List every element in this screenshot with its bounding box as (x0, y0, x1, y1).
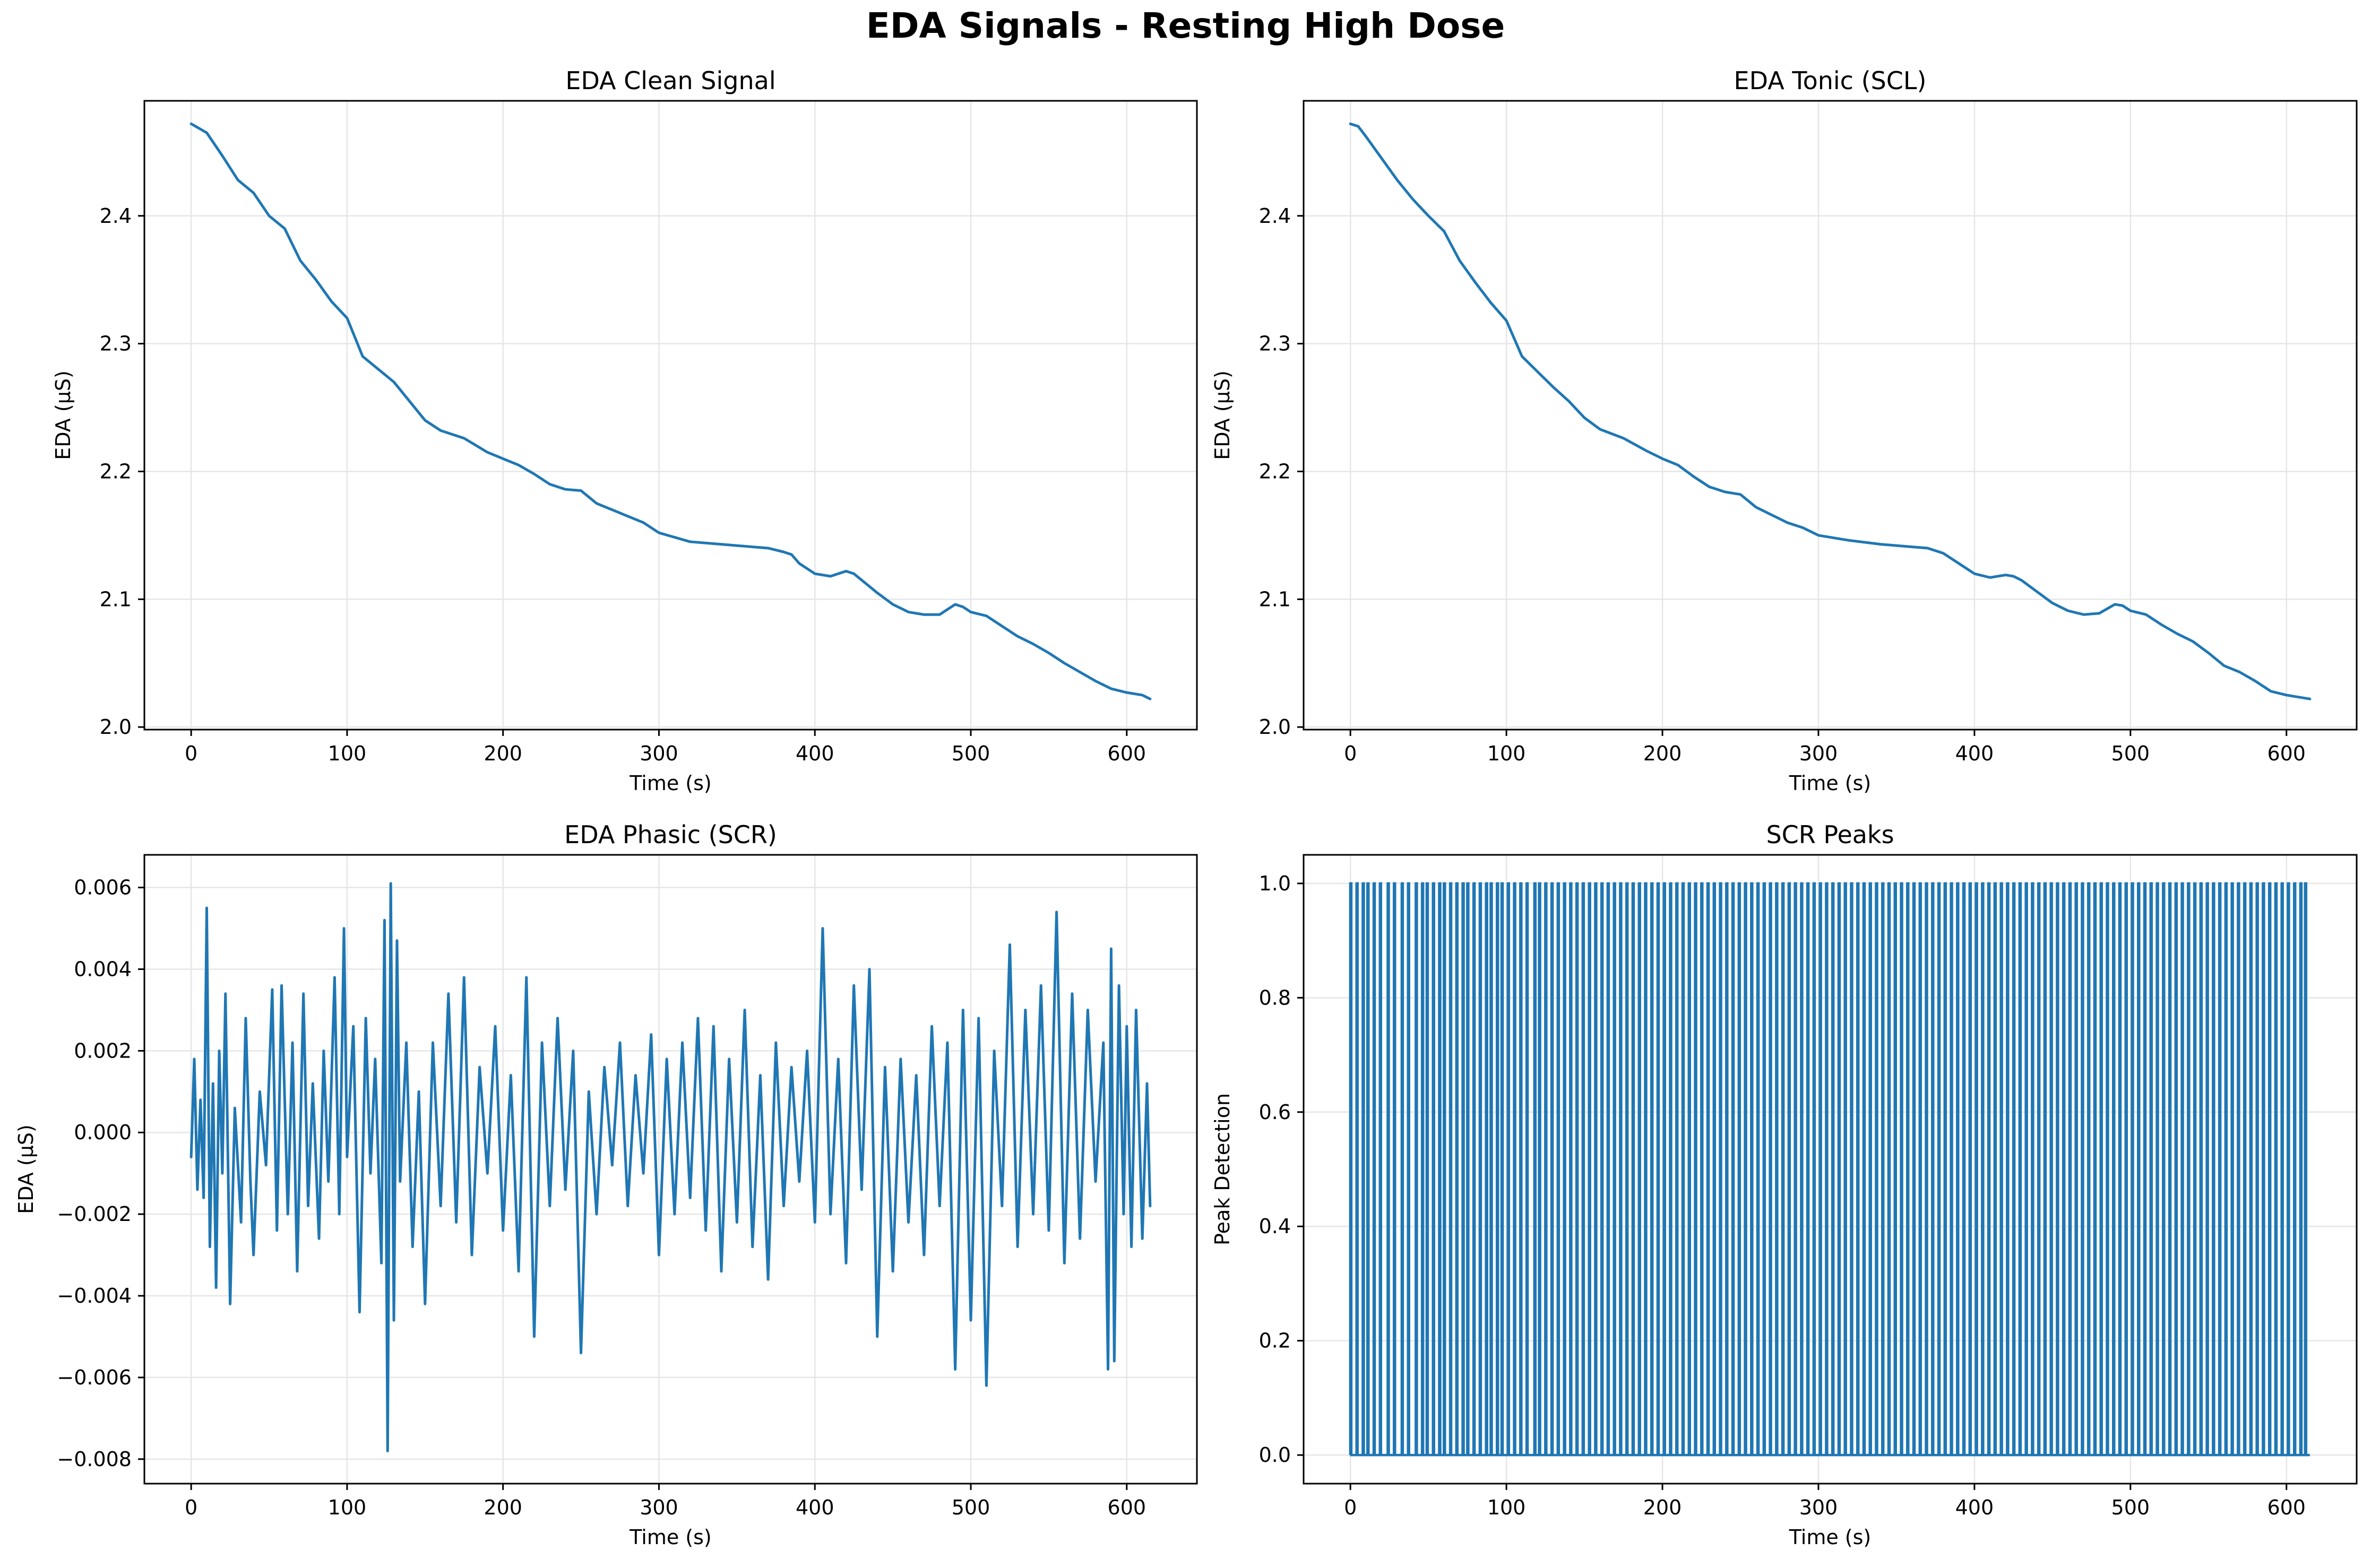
chart3-xtick-label-6: 600 (1108, 1496, 1146, 1519)
chart1-xtick-label-0: 0 (185, 742, 197, 765)
chart1-ytick-label-1: 2.1 (100, 587, 132, 611)
chart3-xtick-label-1: 100 (328, 1496, 367, 1519)
chart1-title: EDA Clean Signal (565, 66, 775, 95)
chart1-ylabel: EDA (µS) (51, 370, 75, 460)
chart4-xtick-label-2: 200 (1643, 1496, 1682, 1519)
chart3-ytick-label-1: −0.006 (57, 1366, 132, 1389)
chart1-ytick-label-4: 2.4 (100, 204, 132, 228)
chart1-series-line (189, 122, 1152, 700)
chart1-ytick-label-3: 2.3 (100, 332, 132, 356)
chart1-xtick-label-3: 300 (640, 742, 678, 765)
chart4-ytick-label-3: 0.6 (1259, 1101, 1291, 1124)
chart4-xlabel: Time (s) (1789, 1526, 1872, 1549)
chart1-panel: 0 100 200 300 400 500 600 2.0 2.1 2.2 2.3 2.4 EDA Cl… (51, 66, 1198, 795)
chart2-series-line (1349, 122, 2312, 700)
chart4-ytick-label-0: 0.0 (1259, 1443, 1291, 1467)
chart2-ytick-label-3: 2.3 (1259, 332, 1291, 356)
chart4-ylabel: Peak Detection (1211, 1093, 1234, 1245)
chart1-xtick-label-2: 200 (484, 742, 522, 765)
chart2-ylabel: EDA (µS) (1211, 370, 1234, 460)
chart2-ytick-label-0: 2.0 (1259, 715, 1291, 739)
chart3-ytick-label-0: −0.008 (57, 1448, 132, 1471)
figure-title: EDA Signals - Resting High Dose (866, 5, 1505, 46)
chart3-ytick-label-4: 0.000 (74, 1121, 132, 1144)
chart4-series-line (1349, 882, 2310, 1457)
chart2-xlabel: Time (s) (1789, 772, 1872, 795)
chart3-xlabel: Time (s) (629, 1526, 712, 1549)
chart3-title: EDA Phasic (SCR) (564, 820, 777, 849)
chart3-xtick-label-3: 300 (640, 1496, 678, 1519)
chart1-xtick-label-1: 100 (328, 742, 367, 765)
chart3-axes-frame (143, 854, 1198, 1485)
chart4-xtick-label-1: 100 (1487, 1496, 1526, 1519)
chart3-xtick-label-0: 0 (185, 1496, 197, 1519)
chart2-xtick-label-4: 400 (1955, 742, 1994, 765)
chart3-ytick-label-5: 0.002 (74, 1039, 132, 1062)
chart4-ytick-label-5: 1.0 (1259, 872, 1291, 895)
chart3-ytick-label-6: 0.004 (74, 957, 132, 981)
chart2-xtick-label-0: 0 (1344, 742, 1357, 765)
chart3-ylabel: EDA (µS) (14, 1124, 38, 1214)
chart4-ytick-label-2: 0.4 (1259, 1215, 1291, 1238)
chart3-series-line (189, 882, 1152, 1452)
chart1-ytick-label-2: 2.2 (100, 460, 132, 483)
chart3-ytick-label-7: 0.006 (74, 876, 132, 899)
chart3-xtick-label-5: 500 (952, 1496, 990, 1519)
chart4-xtick-label-3: 300 (1799, 1496, 1838, 1519)
chart1-xtick-label-4: 400 (796, 742, 834, 765)
chart2-xtick-label-5: 500 (2111, 742, 2150, 765)
chart2-panel: 0 100 200 300 400 500 600 2.0 2.1 2.2 2.3 2.4 EDA To… (1211, 66, 2358, 795)
chart3-xtick-label-4: 400 (796, 1496, 834, 1519)
chart4-xtick-label-6: 600 (2267, 1496, 2306, 1519)
chart1-xtick-label-5: 500 (952, 742, 990, 765)
chart2-ytick-label-1: 2.1 (1259, 587, 1291, 611)
chart3-ytick-label-3: −0.002 (57, 1202, 132, 1226)
chart4-panel: 0 100 200 300 400 500 600 0.0 0.2 0.4 0.6 0.8 1.0 SCR… (1211, 820, 2358, 1549)
chart1-axes-frame (143, 100, 1198, 731)
chart1-xlabel: Time (s) (629, 772, 712, 795)
chart4-ytick-label-4: 0.8 (1259, 986, 1291, 1009)
chart4-xtick-label-0: 0 (1344, 1496, 1357, 1519)
chart3-ytick-label-2: −0.004 (57, 1284, 132, 1307)
chart2-ytick-label-4: 2.4 (1259, 204, 1291, 228)
chart4-xtick-label-5: 500 (2111, 1496, 2150, 1519)
chart1-ytick-label-0: 2.0 (100, 715, 132, 739)
chart2-axes-frame (1303, 100, 2358, 731)
chart2-xtick-label-1: 100 (1487, 742, 1526, 765)
chart2-xtick-label-2: 200 (1643, 742, 1682, 765)
chart4-title: SCR Peaks (1766, 820, 1894, 849)
chart3-panel: 0 100 200 300 400 500 600 −0.008 −0.006 −0.004 −0.… (14, 820, 1198, 1549)
chart2-title: EDA Tonic (SCL) (1734, 66, 1927, 95)
chart4-xtick-label-4: 400 (1955, 1496, 1994, 1519)
chart2-xtick-label-3: 300 (1799, 742, 1838, 765)
chart2-xtick-label-6: 600 (2267, 742, 2306, 765)
chart3-xtick-label-2: 200 (484, 1496, 522, 1519)
chart2-ytick-label-2: 2.2 (1259, 460, 1291, 483)
chart1-xtick-label-6: 600 (1108, 742, 1146, 765)
chart4-ytick-label-1: 0.2 (1259, 1329, 1291, 1353)
chart4-axes-frame (1303, 854, 2358, 1485)
